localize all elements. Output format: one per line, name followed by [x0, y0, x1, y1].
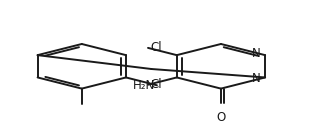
Text: N: N — [252, 47, 261, 60]
Text: Cl: Cl — [150, 41, 162, 54]
Text: O: O — [216, 111, 226, 124]
Text: N: N — [252, 72, 261, 85]
Text: H₂N: H₂N — [133, 79, 155, 92]
Text: Cl: Cl — [150, 78, 162, 91]
